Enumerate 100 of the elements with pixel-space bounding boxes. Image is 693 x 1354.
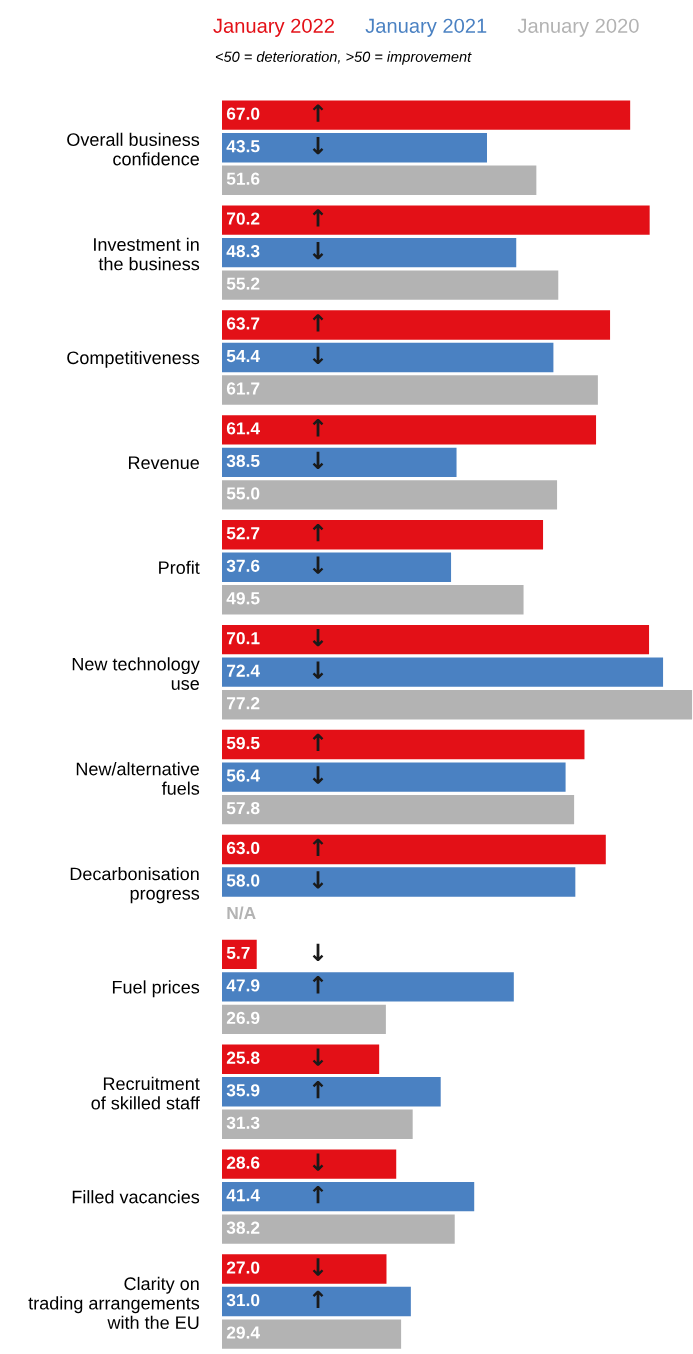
bar bbox=[222, 133, 487, 163]
bar bbox=[222, 834, 606, 865]
data-label: 47.9 bbox=[226, 979, 260, 992]
bar bbox=[222, 690, 693, 720]
text: January 2022 bbox=[213, 18, 334, 37]
bar bbox=[222, 415, 597, 445]
annotation: ↓ bbox=[312, 766, 324, 784]
bar bbox=[222, 447, 457, 478]
data-label: 31.3 bbox=[226, 1116, 260, 1129]
data-label: 5.7 bbox=[226, 946, 250, 960]
y-tick-label: Profit bbox=[159, 560, 200, 574]
annotation: ↑ bbox=[312, 1185, 324, 1204]
data-label: 55.2 bbox=[226, 277, 260, 290]
annotation: ↓ bbox=[312, 241, 324, 260]
annotation: ↑ bbox=[312, 209, 324, 227]
annotation: ↑ bbox=[312, 104, 324, 122]
bar bbox=[222, 585, 524, 615]
y-tick-label: New/alternative fuels bbox=[76, 762, 200, 795]
data-label: 63.7 bbox=[226, 317, 260, 330]
annotation: ↓ bbox=[312, 628, 324, 647]
data-label: 43.5 bbox=[226, 140, 260, 153]
bar bbox=[222, 624, 650, 655]
y-tick-label: Investment in the business bbox=[94, 237, 200, 271]
annotation: ↑ bbox=[312, 976, 324, 994]
bar bbox=[222, 100, 631, 130]
bar bbox=[222, 1077, 441, 1107]
data-label: 67.0 bbox=[226, 107, 260, 120]
bar bbox=[222, 375, 598, 405]
annotation: ↓ bbox=[312, 451, 324, 469]
bar bbox=[222, 205, 650, 235]
data-label: 52.7 bbox=[226, 527, 260, 540]
bar bbox=[222, 342, 554, 373]
data-label: 55.0 bbox=[226, 487, 260, 500]
bar bbox=[222, 972, 514, 1002]
bar bbox=[222, 1214, 455, 1244]
bar bbox=[222, 1286, 411, 1317]
data-label: 57.8 bbox=[226, 801, 260, 815]
data-label: 77.2 bbox=[227, 697, 260, 710]
data-label: 48.3 bbox=[226, 244, 260, 258]
data-label: 70.1 bbox=[227, 632, 260, 645]
chart-subtitle: <50 = deterioration, >50 = improvement bbox=[215, 51, 472, 65]
data-label: 29.4 bbox=[226, 1326, 260, 1339]
data-label: 56.4 bbox=[226, 769, 260, 782]
data-label: 51.6 bbox=[226, 172, 260, 185]
data-label: 58.0 bbox=[226, 874, 260, 887]
annotation: ↑ bbox=[312, 838, 324, 856]
annotation: ↓ bbox=[312, 556, 324, 574]
text: N/A bbox=[227, 906, 256, 920]
annotation: ↑ bbox=[312, 523, 324, 542]
data-label: 38.2 bbox=[226, 1221, 260, 1234]
bar bbox=[222, 520, 544, 550]
data-label: 54.4 bbox=[226, 350, 260, 363]
bar bbox=[222, 237, 517, 268]
annotation: ↑ bbox=[312, 1290, 324, 1309]
data-label: 26.9 bbox=[226, 1011, 260, 1025]
bar bbox=[222, 480, 558, 510]
bar bbox=[222, 1254, 387, 1284]
y-tick-label: Decarbonisation progress bbox=[70, 867, 200, 904]
data-label: 38.5 bbox=[226, 454, 260, 468]
data-label: 72.4 bbox=[227, 664, 260, 677]
bar bbox=[222, 657, 664, 687]
annotation: ↓ bbox=[312, 943, 324, 961]
bar bbox=[222, 1004, 386, 1035]
text: January 2021 bbox=[365, 18, 487, 37]
data-label: 63.0 bbox=[226, 841, 260, 855]
bar bbox=[222, 1044, 380, 1074]
data-label: 59.5 bbox=[226, 736, 260, 750]
annotation: ↓ bbox=[312, 346, 324, 365]
annotation: ↓ bbox=[312, 661, 324, 679]
bar bbox=[222, 1149, 397, 1179]
data-label: 41.4 bbox=[226, 1189, 260, 1202]
y-tick-label: Revenue bbox=[128, 456, 199, 470]
annotation: ↓ bbox=[312, 1048, 324, 1066]
bar bbox=[222, 165, 537, 195]
bar bbox=[222, 729, 585, 760]
data-label: 25.8 bbox=[226, 1051, 260, 1064]
annotation: ↓ bbox=[312, 871, 324, 889]
y-tick-label: Competitiveness bbox=[67, 350, 200, 368]
bar bbox=[222, 270, 559, 300]
y-tick-label: Filled vacancies bbox=[72, 1190, 200, 1204]
bar bbox=[222, 1319, 402, 1349]
bar bbox=[222, 310, 611, 340]
annotation: ↓ bbox=[312, 1258, 324, 1276]
y-tick-label: Recruitment of skilled staff bbox=[91, 1076, 200, 1110]
data-label: 70.2 bbox=[227, 212, 260, 225]
data-label: 37.6 bbox=[226, 559, 260, 572]
bar bbox=[222, 1181, 475, 1212]
y-tick-label: Clarity on trading arrangements with the EU bbox=[28, 1276, 200, 1330]
text: January 2020 bbox=[517, 18, 639, 37]
annotation: ↓ bbox=[312, 136, 324, 155]
annotation: ↑ bbox=[312, 314, 324, 332]
annotation: ↑ bbox=[312, 1080, 324, 1099]
y-tick-label: New technology use bbox=[72, 657, 200, 690]
y-tick-label: Overall business confidence bbox=[67, 132, 200, 166]
data-label: 49.5 bbox=[226, 592, 260, 605]
data-label: 61.7 bbox=[226, 382, 260, 395]
annotation: ↑ bbox=[312, 419, 324, 437]
annotation: ↓ bbox=[312, 1153, 324, 1171]
data-label: 61.4 bbox=[226, 422, 260, 435]
bar bbox=[222, 762, 566, 792]
